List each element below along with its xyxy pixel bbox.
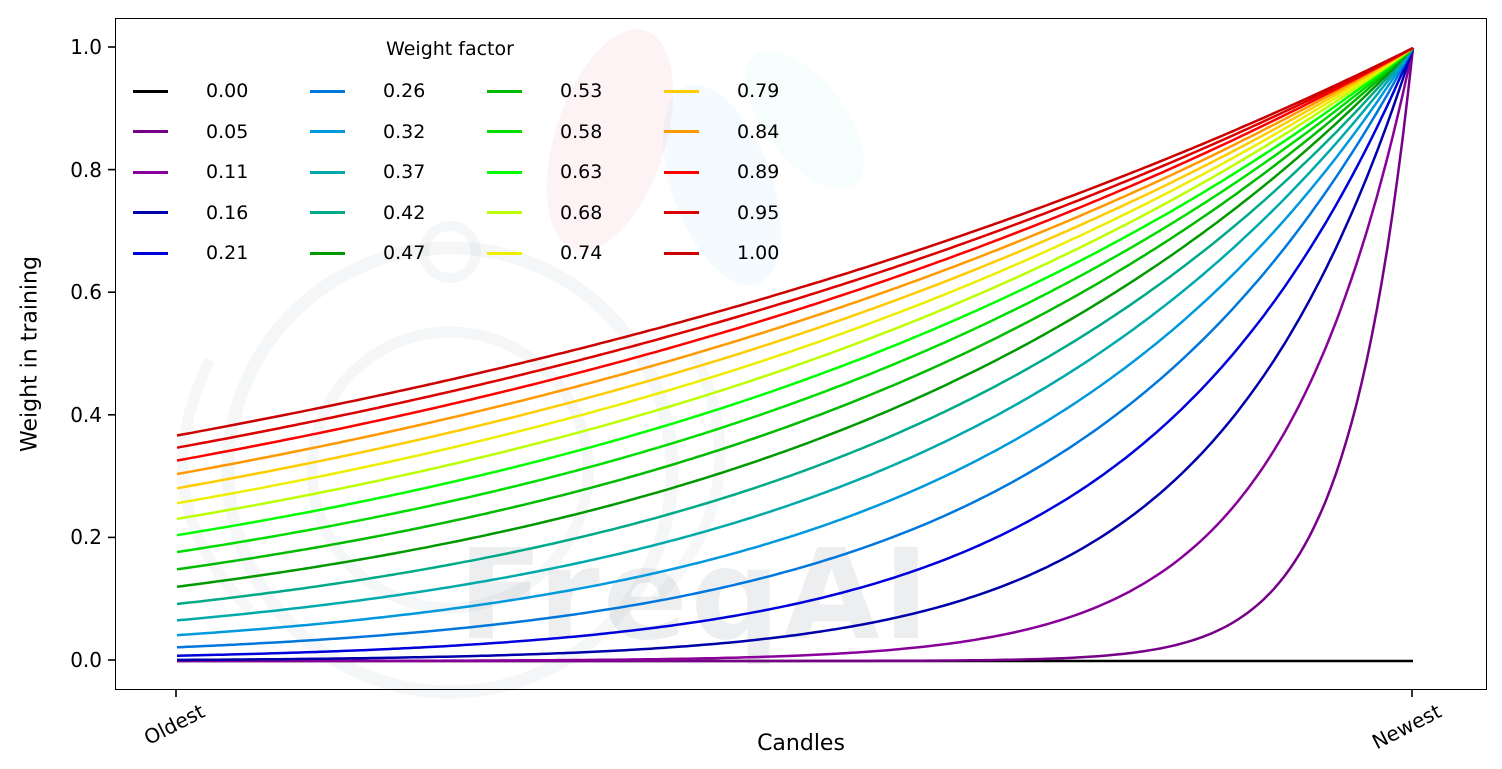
series-line-0.53 [176,47,1414,571]
legend-item-label: 0.21 [206,242,249,265]
legend-item: 0.32 [307,112,484,153]
legend-item: 1.00 [661,233,838,274]
legend-item-label: 0.63 [560,161,603,184]
legend-item: 0.53 [484,71,661,112]
y-tick-label: 0.2 [70,525,102,550]
series-line-0.79 [176,46,1414,490]
y-tick-label: 0.6 [70,280,102,305]
legend-item-label: 0.47 [383,242,426,265]
legend-item: 0.74 [484,233,661,274]
legend-item-label: 1.00 [737,242,780,265]
legend-line-swatch [487,130,522,134]
legend-item: 0.79 [661,71,838,112]
series-line-0.26 [176,47,1415,649]
legend-line-swatch [487,211,522,215]
y-tick-label: 0.4 [70,402,102,427]
y-tick-label: 0.8 [70,157,102,182]
legend-item: 0.00 [130,71,307,112]
legend-line-swatch [487,89,522,93]
legend-line-swatch [310,251,345,255]
series-line-0.32 [176,47,1415,637]
legend-item: 0.63 [484,152,661,193]
series-line-0.37 [176,47,1414,622]
series-line-0.84 [176,46,1414,476]
legend-item-label: 0.74 [560,242,603,265]
legend-item-label: 0.79 [737,80,780,103]
series-line-1.00 [176,46,1414,437]
curves-canvas [176,46,1415,663]
legend-item: 0.95 [661,193,838,234]
legend-item-label: 0.84 [737,120,780,143]
legend-item: 0.89 [661,152,838,193]
series-line-0.11 [177,47,1415,663]
x-axis-label: Candles [757,731,845,756]
legend-item-label: 0.68 [560,201,603,224]
legend-line-swatch [310,130,345,134]
series-line-0.68 [176,46,1414,521]
legend-line-swatch [133,89,168,93]
series-line-0.42 [176,47,1414,606]
legend-item: 0.47 [307,233,484,274]
legend-line-swatch [664,89,699,93]
legend-item: 0.84 [661,112,838,153]
legend-item-label: 0.00 [206,80,249,103]
legend-item-label: 0.37 [383,161,426,184]
series-line-0.16 [177,47,1415,662]
legend-line-swatch [310,89,345,93]
legend-line-swatch [133,170,168,174]
plot-area [115,18,1487,690]
legend-item: 0.26 [307,71,484,112]
legend-item: 0.42 [307,193,484,234]
legend-title: Weight factor [386,38,514,60]
series-line-0.21 [176,47,1415,657]
legend-line-swatch [133,130,168,134]
legend-line-swatch [664,211,699,215]
legend-item: 0.16 [130,193,307,234]
legend-line-swatch [133,251,168,255]
legend-item-label: 0.58 [560,120,603,143]
legend-item-label: 0.95 [737,201,780,224]
legend-grid: 0.00 0.05 0.11 0.16 0.21 0.26 0.32 0.37 0.42 0.47… [130,71,779,274]
legend-item-label: 0.16 [206,201,249,224]
legend: Weight factor 0.00 0.05 0.11 0.16 0.21 0.26 0.… [130,36,779,274]
series-line-0.63 [176,47,1414,537]
legend-item: 0.68 [484,193,661,234]
legend-item: 0.58 [484,112,661,153]
legend-line-swatch [664,251,699,255]
legend-item-label: 0.32 [383,120,426,143]
y-axis-label: Weight in training [17,256,43,452]
series-line-0.95 [176,46,1414,449]
legend-line-swatch [487,251,522,255]
y-tick-label: 0.0 [70,648,102,672]
legend-line-swatch [487,170,522,174]
legend-item-label: 0.42 [383,201,426,224]
y-tick-label: 1.0 [70,35,102,59]
legend-line-swatch [310,211,345,215]
legend-item-label: 0.11 [206,161,249,184]
series-line-0.58 [176,47,1414,554]
legend-line-swatch [664,170,699,174]
legend-item-label: 0.05 [206,120,249,143]
legend-item-label: 0.53 [560,80,603,103]
series-line-0.89 [176,46,1414,462]
series-line-0.74 [176,46,1414,505]
legend-item-label: 0.89 [737,161,780,184]
legend-line-swatch [664,130,699,134]
legend-item: 0.21 [130,233,307,274]
legend-item-label: 0.26 [383,80,426,103]
legend-line-swatch [133,211,168,215]
legend-item: 0.37 [307,152,484,193]
series-line-0.47 [176,47,1414,589]
legend-item: 0.11 [130,152,307,193]
legend-line-swatch [310,170,345,174]
legend-item: 0.05 [130,112,307,153]
